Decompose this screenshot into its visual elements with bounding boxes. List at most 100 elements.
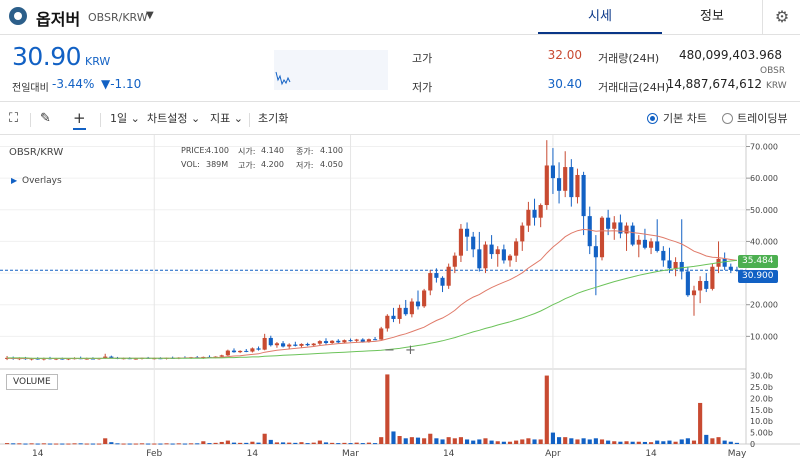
volume-bar — [317, 440, 322, 444]
ohlc-open: 4.140 — [261, 146, 284, 155]
volume-bar — [219, 441, 224, 444]
reset-button[interactable]: 초기화 — [258, 112, 289, 125]
volume-bar — [728, 441, 733, 444]
candle-body — [667, 260, 672, 269]
volume-bar — [336, 443, 341, 445]
candle-body — [581, 174, 586, 217]
volume-bar — [29, 443, 34, 445]
x-tick-label: 14 — [645, 449, 657, 459]
candle-body — [446, 266, 451, 286]
volume-bar — [440, 439, 445, 444]
header-divider — [762, 0, 763, 34]
volume-bar — [526, 438, 531, 444]
candle-body — [422, 290, 427, 307]
volume-bar — [465, 439, 470, 444]
tab-market-price[interactable]: 시세 — [538, 0, 662, 34]
volume-bar — [403, 438, 408, 444]
tab-info[interactable]: 정보 — [700, 9, 724, 24]
x-tick-label: Feb — [146, 449, 162, 459]
candle-body — [262, 337, 267, 350]
ohlc-price: 4.100 — [206, 146, 229, 155]
candle-body — [366, 339, 371, 343]
candle-body — [109, 356, 114, 358]
volume-bar — [716, 437, 721, 444]
tradingview-label[interactable]: 트레이딩뷰 — [737, 112, 788, 125]
chart-settings-button[interactable]: 차트설정 ⌄ — [147, 108, 200, 130]
ohlc-price-label: PRICE: — [181, 146, 208, 155]
candle-body — [655, 241, 660, 251]
candle-body — [219, 355, 224, 357]
volume-bar — [532, 439, 537, 444]
candle-body — [465, 228, 470, 237]
volume-bar — [507, 441, 513, 444]
volume-tick-label: 15.0b — [750, 406, 773, 415]
overlays-arrow-icon[interactable]: ▶ — [11, 176, 18, 185]
candle-body — [526, 209, 531, 226]
volume-bar — [170, 443, 175, 445]
mini-chart — [274, 50, 388, 90]
candle-body — [60, 358, 65, 360]
volume-bar — [201, 441, 206, 444]
volume-bar — [54, 443, 59, 445]
candle-body — [103, 356, 108, 359]
current-price-tag: 30.900 — [738, 270, 778, 283]
toolbar-divider — [30, 113, 31, 127]
candle-body — [5, 357, 10, 359]
basic-chart-label[interactable]: 기본 차트 — [663, 112, 707, 125]
volume-bar — [176, 443, 181, 445]
candle-body — [685, 271, 690, 296]
volume-bar — [661, 441, 666, 444]
volume-bar — [348, 443, 353, 445]
overlays-toggle[interactable]: Overlays — [22, 176, 62, 186]
ohlc-vol-label: VOL: — [181, 160, 200, 169]
volume-bar — [385, 374, 390, 444]
volume-bar — [710, 438, 715, 444]
volume-bar — [593, 438, 598, 444]
volume-bar — [90, 443, 95, 445]
indicators-button[interactable]: 지표 ⌄ — [210, 108, 243, 130]
volume-bar — [379, 437, 384, 444]
volume-bar — [207, 443, 212, 445]
candle-body — [90, 358, 95, 360]
current-price: 30.90 — [12, 42, 82, 71]
chevron-down-icon[interactable]: ▼ — [146, 10, 154, 21]
candle-body — [624, 225, 629, 234]
ohlc-open-label: 시가: — [238, 147, 256, 156]
candle-body — [630, 225, 635, 245]
volume-bar — [66, 443, 71, 445]
chevron-down-icon: ⌄ — [187, 112, 201, 125]
chart-symbol: OBSR/KRW — [9, 147, 64, 158]
pencil-icon[interactable]: ✎ — [40, 111, 51, 126]
candlesticks — [5, 140, 739, 361]
price-chart[interactable]: 70.00060.00050.00040.00030.00020.00010.0… — [0, 135, 800, 470]
candle-body — [385, 315, 390, 329]
volume-bars — [5, 374, 739, 445]
volume-bar — [305, 443, 310, 445]
gear-icon[interactable]: ⚙ — [774, 7, 790, 26]
volume-panel-label[interactable]: VOLUME — [6, 374, 58, 390]
candle-body — [679, 261, 684, 272]
volume-bar — [618, 441, 623, 444]
volume-24h-label: 거래량(24H) — [598, 52, 660, 65]
volume-bar — [501, 441, 506, 444]
chart-area[interactable]: 70.00060.00050.00040.00030.00020.00010.0… — [0, 135, 800, 470]
volume-bar — [569, 438, 574, 444]
tradingview-radio[interactable] — [722, 113, 733, 124]
volume-bar — [213, 442, 218, 444]
volume-bar — [642, 441, 647, 444]
volume-bar — [557, 437, 562, 444]
volume-24h-value: 480,099,403.968 — [678, 48, 782, 62]
zoom-out-icon[interactable]: − — [384, 343, 395, 358]
basic-chart-radio[interactable] — [647, 113, 658, 124]
interval-select[interactable]: 1일 ⌄ — [110, 108, 140, 130]
crosshair-icon[interactable]: + — [73, 108, 86, 130]
price-tick-label: 20.000 — [750, 301, 778, 310]
volume-bar — [115, 443, 120, 445]
volume-bar — [5, 443, 10, 445]
coin-name: 옵저버 — [36, 10, 81, 29]
fullscreen-icon[interactable]: ⛶ — [9, 111, 19, 126]
zoom-in-icon[interactable]: + — [405, 343, 416, 358]
volume-bar — [323, 442, 329, 444]
candle-body — [612, 222, 617, 229]
candle-body — [691, 290, 697, 296]
